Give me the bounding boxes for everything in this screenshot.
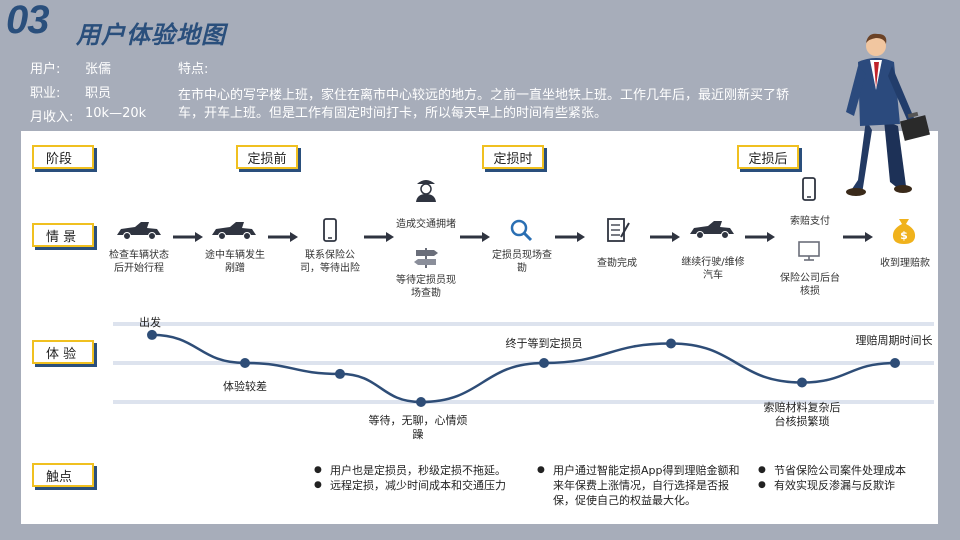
- bullet-icon: ●: [537, 465, 545, 475]
- arrow-icon: [555, 232, 585, 242]
- phone-icon: [802, 177, 816, 201]
- arrow-icon: [650, 232, 680, 242]
- search-icon: [510, 219, 533, 242]
- experience-point: [335, 368, 345, 379]
- scene-text: 造成交通拥堵: [396, 219, 456, 230]
- car-icon: [212, 222, 256, 240]
- experience-label: 等待，无聊，心情烦躁: [368, 414, 468, 441]
- touchpoint-item: 有效实现反渗漏与反欺诈: [774, 479, 895, 492]
- scene-text: 索赔支付: [790, 216, 830, 227]
- touchpoint-group-1: ● 用户也是定损员，秒级定损不拖延。 ● 远程定损，减少时间成本和交通压力: [314, 463, 534, 493]
- row-label-touch: 触点: [32, 463, 94, 487]
- scene-text: 继续行驶/维修汽车: [681, 257, 745, 281]
- experience-point: [666, 338, 676, 349]
- monitor-icon: [798, 241, 820, 261]
- bullet-icon: ●: [314, 480, 322, 490]
- experience-point: [890, 358, 900, 368]
- income-label: 月收入:: [30, 110, 74, 125]
- experience-point: [539, 358, 549, 368]
- scene-text: 联系保险公司，等待出险: [300, 250, 360, 274]
- bullet-icon: ●: [758, 465, 766, 475]
- scene-text: 途中车辆发生剐蹭: [205, 250, 265, 274]
- trait-label: 特点:: [178, 62, 209, 77]
- job-label: 职业:: [30, 86, 61, 101]
- experience-label: 终于等到定损员: [505, 337, 583, 350]
- name-label: 用户:: [30, 62, 61, 77]
- income-value: 10k—20k: [85, 106, 147, 121]
- arrow-icon: [268, 232, 298, 242]
- arrow-icon: [843, 232, 873, 242]
- signpost-icon: [414, 248, 438, 268]
- scene-text: 查勘完成: [597, 258, 637, 269]
- experience-point: [240, 358, 250, 368]
- scene-text: 保险公司后台核损: [780, 273, 840, 297]
- experience-label: 索赔材料复杂后台核损繁琐: [763, 401, 841, 428]
- police-icon: [416, 180, 436, 202]
- experience-point: [147, 329, 157, 340]
- row-label-scene: 情 景: [32, 223, 94, 247]
- touchpoint-item: 节省保险公司案件处理成本: [774, 464, 906, 477]
- stage-after: 定损后: [737, 145, 799, 169]
- touchpoint-item: 远程定损，减少时间成本和交通压力: [330, 479, 506, 492]
- scene-text: 定损员现场查勘: [492, 250, 552, 274]
- experience-label: 体验较差: [223, 380, 267, 393]
- persona-description: 在市中心的写字楼上班，家住在离市中心较远的地方。之前一直坐地铁上班。工作几年后，…: [178, 88, 790, 121]
- experience-label: 出发: [139, 316, 161, 329]
- scene-text: 收到理赔款: [880, 258, 930, 269]
- arrow-icon: [173, 232, 203, 242]
- name-value: 张儒: [85, 62, 112, 77]
- touchpoint-item: 用户通过智能定损App得到理赔金额和来年保费上涨情况，自行选择是否报保，促使自己…: [553, 464, 740, 507]
- row-label-experience: 体 验: [32, 340, 94, 364]
- document-icon: [607, 218, 630, 242]
- arrow-icon: [364, 232, 394, 242]
- bullet-icon: ●: [314, 465, 322, 475]
- touchpoint-group-3: ● 节省保险公司案件处理成本 ● 有效实现反渗漏与反欺诈: [758, 463, 933, 493]
- stage-during: 定损时: [482, 145, 544, 169]
- car-icon: [690, 221, 734, 239]
- experience-label: 理赔周期时间长: [855, 334, 933, 347]
- car-icon: [117, 222, 161, 240]
- phone-icon: [323, 218, 337, 242]
- touchpoint-item: 用户也是定损员，秒级定损不拖延。: [330, 464, 506, 477]
- arrow-icon: [460, 232, 490, 242]
- section-number: 03: [6, 0, 49, 42]
- bullet-icon: ●: [758, 480, 766, 490]
- journey-panel: [21, 131, 938, 524]
- page-title: 用户体验地图: [76, 21, 226, 49]
- stage-before: 定损前: [236, 145, 298, 169]
- svg-text:$: $: [900, 229, 908, 242]
- experience-point: [416, 397, 426, 407]
- moneybag-icon: $: [892, 219, 916, 244]
- scene-text: 等待定损员现场查勘: [396, 275, 456, 299]
- arrow-icon: [745, 232, 775, 242]
- experience-point: [797, 377, 807, 388]
- job-value: 职员: [85, 86, 112, 101]
- row-label-stage: 阶段: [32, 145, 94, 169]
- touchpoint-group-2: ● 用户通过智能定损App得到理赔金额和来年保费上涨情况，自行选择是否报保，促使自…: [537, 463, 747, 508]
- scene-text: 检查车辆状态后开始行程: [109, 250, 169, 274]
- experience-curve: [151, 333, 896, 404]
